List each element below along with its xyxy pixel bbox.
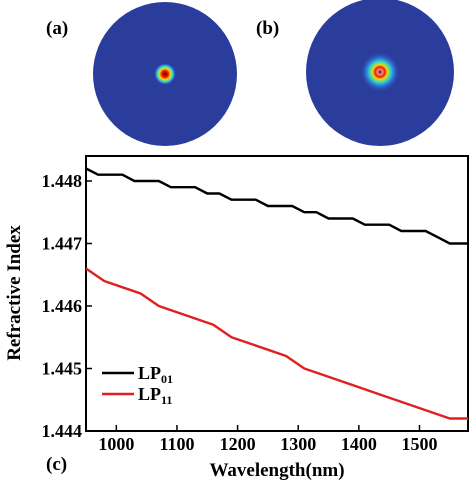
y-tick-label: 1.446: [42, 296, 83, 316]
y-tick-label: 1.444: [42, 421, 83, 441]
mode-image-a: [93, 2, 237, 146]
mode-spot-a: [154, 63, 176, 85]
x-tick-label: 1000: [98, 434, 134, 454]
mode-image-b: [306, 0, 454, 146]
legend: LP01 LP11: [102, 363, 173, 407]
legend-label-lp11: LP11: [138, 384, 172, 407]
refractive-index-chart: 1000 1100 1200 1300 1400 1500 1.444 1.445 1.446…: [4, 155, 469, 481]
y-tick-label: 1.445: [42, 359, 83, 379]
panel-label-a: (a): [46, 18, 68, 39]
plot-frame: [85, 155, 469, 432]
x-tick-label: 1500: [401, 434, 437, 454]
panel-label-b: (b): [256, 18, 279, 39]
y-tick-label: 1.447: [42, 234, 83, 254]
x-tick-label: 1100: [159, 434, 194, 454]
legend-label-lp01: LP01: [138, 363, 173, 386]
x-axis-ticks: 1000 1100 1200 1300 1400 1500: [98, 425, 437, 454]
y-tick-label: 1.448: [42, 171, 83, 191]
x-axis-title: Wavelength(nm): [209, 460, 344, 481]
panel-label-c: (c): [46, 454, 67, 475]
mode-spot-b: [360, 52, 400, 92]
y-axis-ticks: 1.444 1.445 1.446 1.447 1.448: [42, 171, 92, 441]
x-tick-label: 1400: [341, 434, 377, 454]
x-tick-label: 1300: [280, 434, 316, 454]
y-axis-title: Refractive Index: [4, 225, 25, 361]
series-line-lp11: [85, 267, 468, 420]
series-lines: [85, 167, 468, 420]
x-tick-label: 1200: [220, 434, 256, 454]
series-line-lp01: [85, 167, 468, 245]
